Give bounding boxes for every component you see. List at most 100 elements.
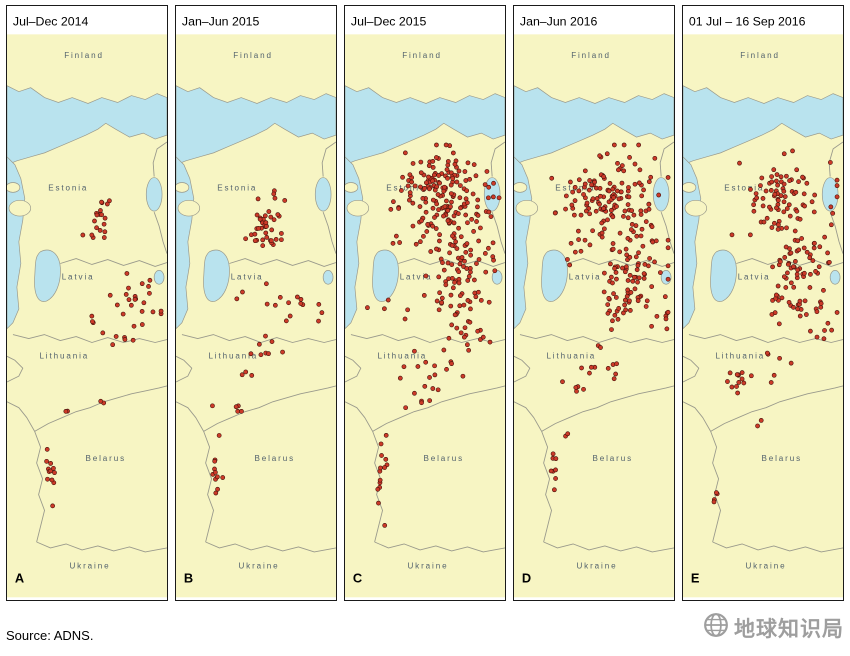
outbreak-dot [825, 250, 830, 256]
label-estonia: Estonia [724, 183, 764, 192]
outbreak-dot [454, 325, 460, 331]
outbreak-dot [445, 208, 451, 213]
outbreak-dot [465, 298, 471, 303]
outbreak-dot [802, 298, 808, 304]
label-ukraine: Ukraine [745, 562, 786, 571]
outbreak-dot [407, 190, 413, 196]
outbreak-dot [139, 322, 145, 327]
outbreak-dot [818, 301, 824, 306]
outbreak-dot [417, 204, 423, 209]
outbreak-dot [491, 257, 496, 263]
outbreak-dot [801, 191, 807, 197]
outbreak-dot [464, 241, 470, 247]
outbreak-dot [634, 267, 640, 273]
outbreak-dot [640, 243, 646, 249]
outbreak-dot [665, 237, 671, 243]
outbreak-dot [465, 160, 471, 166]
outbreak-dot [256, 341, 262, 347]
outbreak-dot [375, 486, 381, 492]
island-hiiumaa [514, 182, 528, 193]
outbreak-dot [269, 227, 275, 233]
outbreak-dot [486, 209, 492, 215]
outbreak-dot [475, 213, 481, 218]
outbreak-dot [94, 225, 99, 231]
outbreak-dot [271, 217, 277, 223]
outbreak-dot [450, 150, 456, 156]
outbreak-dot [610, 186, 616, 192]
outbreak-dots [548, 142, 671, 493]
outbreak-dot [771, 372, 777, 378]
outbreak-dot [215, 486, 220, 492]
watermark-text: 地球知识局 [734, 617, 844, 641]
outbreak-dot [44, 458, 49, 464]
outbreak-dot [754, 195, 760, 201]
outbreak-dot [319, 310, 325, 316]
outbreak-dot [439, 300, 445, 305]
outbreak-dot [448, 292, 454, 298]
label-belarus: Belarus [423, 454, 464, 463]
outbreak-dot [584, 200, 590, 206]
outbreak-dot [589, 182, 594, 188]
outbreak-dot [788, 250, 794, 256]
estonia-latvia-border [60, 258, 167, 267]
outbreak-dot [813, 269, 818, 274]
outbreak-dot [407, 197, 412, 203]
outbreak-dot [271, 191, 277, 197]
outbreak-dot [611, 291, 616, 296]
outbreak-dot [790, 148, 795, 154]
outbreak-dot [578, 248, 584, 254]
outbreak-dot [268, 238, 274, 243]
outbreak-dot [446, 335, 452, 341]
outbreak-dot [810, 258, 816, 263]
outbreak-dot [792, 228, 798, 234]
outbreak-dot [419, 400, 424, 406]
kaliningrad-border [514, 355, 531, 383]
map-panel-B: Finland Estonia Latvia Lithuania Belarus… [175, 5, 337, 601]
outbreak-dot [565, 431, 571, 437]
lithuania-belarus-border [203, 385, 336, 432]
outbreak-dot [239, 372, 245, 378]
outbreak-dot [264, 281, 269, 287]
outbreak-dot [625, 202, 631, 207]
outbreak-dot [804, 180, 810, 186]
outbreak-dot [642, 262, 648, 267]
outbreak-dot [272, 302, 278, 308]
estonia-russia-border [321, 141, 336, 177]
outbreak-dot [269, 339, 275, 344]
outbreak-dot [419, 218, 424, 224]
outbreak-dot [785, 270, 790, 276]
outbreak-dot [275, 212, 281, 217]
poland-belarus-border [7, 401, 45, 543]
outbreak-dot [572, 249, 578, 255]
outbreak-dot [462, 169, 468, 174]
outbreak-dot [553, 456, 559, 462]
outbreak-dot [834, 183, 840, 189]
outbreak-dot [646, 201, 652, 207]
outbreak-dot [552, 487, 557, 493]
outbreak-dot [781, 188, 787, 194]
outbreak-dot [652, 259, 657, 265]
outbreak-dot [571, 212, 577, 218]
outbreak-dot [786, 299, 792, 305]
outbreak-dot [568, 240, 574, 246]
outbreak-dot [610, 246, 616, 252]
outbreak-dot [436, 274, 442, 280]
estonia-russia-border [828, 141, 843, 177]
outbreak-dot [811, 245, 817, 251]
outbreak-dot [767, 204, 772, 210]
panel-title: Jan–Jun 2016 [520, 14, 598, 28]
outbreak-dot [457, 261, 463, 267]
island-hiiumaa [683, 182, 697, 193]
outbreak-dot [619, 180, 625, 186]
outbreak-dot [418, 159, 424, 165]
outbreak-dot [402, 316, 408, 322]
outbreak-dot [581, 192, 586, 197]
outbreak-dot [413, 241, 419, 247]
outbreak-dot [50, 503, 56, 509]
outbreak-dot [811, 209, 817, 215]
outbreak-dot [662, 294, 668, 300]
outbreak-dot [775, 182, 780, 188]
outbreak-dot [256, 226, 261, 231]
outbreak-dot [665, 309, 671, 315]
outbreak-dot [634, 233, 640, 239]
